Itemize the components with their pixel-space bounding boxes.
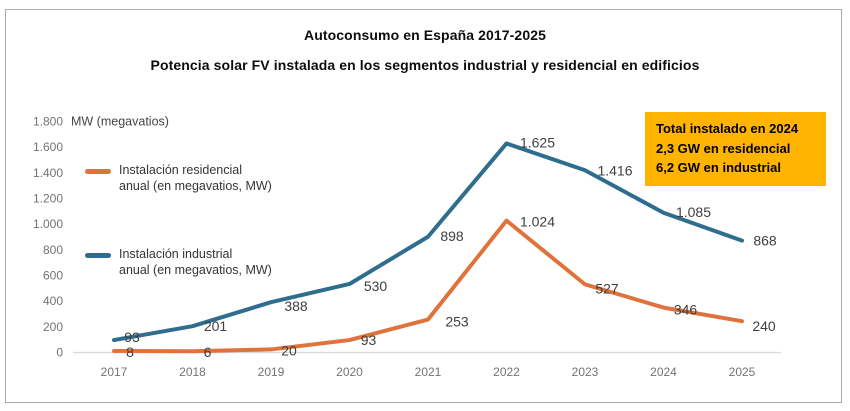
residential-data-label: 6 (204, 344, 212, 360)
x-tick-label: 2024 (650, 365, 677, 379)
residential-data-label: 527 (595, 280, 619, 296)
legend-residential-line1: Instalación residencial (119, 163, 242, 177)
callout-line3: 6,2 GW en industrial (656, 160, 781, 175)
chart-subtitle: Potencia solar FV instalada en los segme… (150, 57, 700, 73)
x-tick-label: 2022 (493, 365, 520, 379)
callout-line2: 2,3 GW en residencial (656, 140, 791, 156)
y-tick-label: 1.200 (33, 192, 63, 206)
industrial-data-label: 868 (753, 233, 777, 249)
industrial-line (112, 141, 744, 343)
y-tick-label: 1.600 (33, 140, 63, 154)
x-tick-label: 2021 (415, 365, 442, 379)
industrial-data-label: 93 (124, 329, 140, 345)
y-tick-label: 1.800 (33, 115, 63, 129)
x-tick-label: 2025 (729, 365, 756, 379)
legend-residential-line2: anual (en megavatios, MW) (119, 178, 272, 193)
industrial-data-label: 201 (204, 318, 228, 334)
residential-data-label: 253 (445, 314, 469, 330)
legend-industrial-line1: Instalación industrial (119, 247, 233, 261)
x-tick-label: 2017 (101, 365, 128, 379)
chart-title: Autoconsumo en España 2017-2025 (304, 27, 546, 43)
residential-data-label: 8 (126, 344, 134, 360)
y-tick-label: 1.400 (33, 166, 63, 180)
total-installed-callout: Total instalado en 2024 2,3 GW en reside… (645, 112, 826, 186)
legend-item-industrial: Instalación industrial anual (en megavat… (85, 247, 272, 278)
legend-residential-label: Instalación residencial anual (en megava… (119, 163, 272, 194)
industrial-data-label: 1.416 (597, 162, 632, 178)
residential-line-swatch-icon (85, 169, 111, 174)
y-axis-unit-label: MW (megavatios) (71, 115, 169, 129)
industrial-line-swatch-icon (85, 253, 111, 258)
residential-data-label: 240 (752, 318, 776, 334)
industrial-data-label: 530 (364, 278, 388, 294)
legend-industrial-label: Instalación industrial anual (en megavat… (119, 247, 272, 278)
legend-industrial-line2: anual (en megavatios, MW) (119, 262, 272, 277)
industrial-data-label: 898 (440, 228, 464, 244)
residential-data-label: 20 (281, 342, 297, 358)
x-tick-label: 2023 (572, 365, 599, 379)
figure-border (5, 9, 842, 403)
x-tick-label: 2019 (258, 365, 285, 379)
industrial-data-label: 1.085 (676, 204, 711, 220)
residential-line (112, 218, 744, 354)
y-tick-label: 1.000 (33, 217, 63, 231)
residential-data-label: 93 (361, 332, 377, 348)
y-tick-label: 200 (43, 320, 63, 334)
x-tick-label: 2018 (179, 365, 206, 379)
y-tick-label: 600 (43, 269, 63, 283)
residential-data-label: 346 (674, 302, 698, 318)
residential-data-label: 1.024 (520, 214, 555, 230)
x-tick-label: 2020 (336, 365, 363, 379)
y-tick-label: 0 (56, 346, 63, 360)
industrial-data-label: 388 (284, 298, 308, 314)
callout-line1: Total instalado en 2024 (656, 121, 799, 136)
legend-item-residential: Instalación residencial anual (en megava… (85, 163, 272, 194)
y-tick-label: 800 (43, 243, 63, 257)
y-tick-label: 400 (43, 294, 63, 308)
industrial-data-label: 1.625 (520, 134, 555, 150)
